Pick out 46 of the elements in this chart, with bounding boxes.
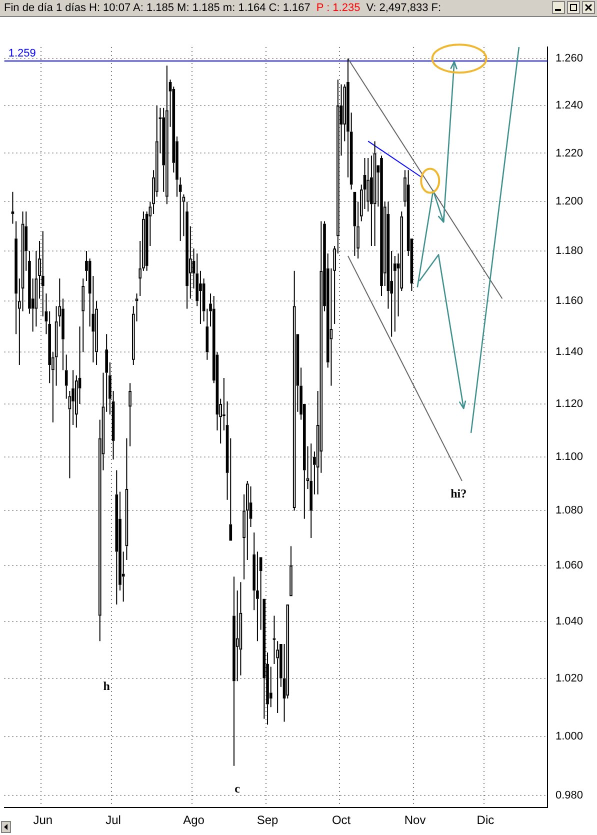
text: V: 2,497,833 F: bbox=[366, 2, 442, 14]
x-tick-label: Oct bbox=[332, 813, 352, 828]
candlestick bbox=[236, 590, 239, 682]
candlestick bbox=[125, 438, 128, 560]
y-tick-label: 1.140 bbox=[555, 346, 584, 358]
candlestick bbox=[166, 65, 168, 205]
candlestick bbox=[128, 382, 132, 447]
y-tick-label: 1.200 bbox=[555, 196, 584, 208]
y-tick-label: 1.100 bbox=[555, 450, 584, 463]
x-tick-label: Sep bbox=[256, 813, 279, 828]
candlestick bbox=[290, 546, 292, 596]
candlestick bbox=[373, 140, 376, 247]
candlestick bbox=[366, 158, 370, 212]
x-tick-label: Ago bbox=[183, 813, 205, 828]
candlestick bbox=[370, 155, 373, 247]
candlestick bbox=[82, 278, 85, 353]
annotation: h bbox=[103, 679, 110, 694]
x-tick-label: Nov bbox=[404, 813, 426, 828]
chart-title: Fin de día 1 días H: 10:07 A: 1.185 M: 1.185 m: 1.164 C: 1.167 bbox=[4, 2, 310, 14]
annotation: hi? bbox=[450, 486, 467, 501]
y-tick-label: 1.080 bbox=[555, 504, 584, 517]
y-tick-label: 1.060 bbox=[555, 560, 584, 572]
candlestick bbox=[232, 576, 236, 766]
y-tick-label: 1.000 bbox=[555, 730, 584, 742]
ref-line-label: 1.259 bbox=[8, 47, 36, 60]
y-tick-label: 1.040 bbox=[555, 615, 584, 628]
y-tick-label: 1.220 bbox=[555, 147, 584, 160]
y-tick-label: 1.120 bbox=[555, 398, 584, 410]
candlestick bbox=[269, 666, 272, 708]
y-tick-label: 1.180 bbox=[555, 245, 584, 258]
candlestick bbox=[310, 443, 313, 538]
candlestick bbox=[199, 270, 202, 324]
y-tick-label: 1.240 bbox=[555, 100, 584, 112]
x-tick-label: Dic bbox=[476, 813, 494, 828]
candlestick bbox=[115, 470, 118, 605]
candlestick bbox=[292, 270, 296, 512]
y-tick-label: 1.260 bbox=[555, 52, 584, 65]
x-tick-label: Jul bbox=[106, 813, 121, 828]
candlestick bbox=[394, 255, 396, 332]
candlestick bbox=[380, 155, 383, 297]
annotation: c bbox=[234, 782, 241, 796]
y-tick-label: 0.980 bbox=[555, 790, 584, 802]
y-tick-label: 1.020 bbox=[555, 672, 584, 684]
y-tick-label: 1.160 bbox=[555, 295, 584, 308]
chart-subtitle: P : 1.235 bbox=[316, 2, 360, 14]
x-tick-label: Jun bbox=[33, 813, 53, 828]
